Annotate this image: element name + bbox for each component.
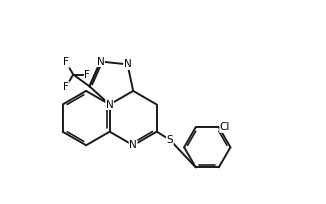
Text: N: N <box>129 140 137 150</box>
Text: F: F <box>84 70 90 80</box>
Text: N: N <box>124 59 131 69</box>
Text: F: F <box>63 82 69 92</box>
Text: N: N <box>96 57 104 67</box>
Text: Cl: Cl <box>220 122 230 132</box>
Text: N: N <box>106 100 113 110</box>
Text: S: S <box>167 135 173 145</box>
Text: F: F <box>63 57 69 67</box>
